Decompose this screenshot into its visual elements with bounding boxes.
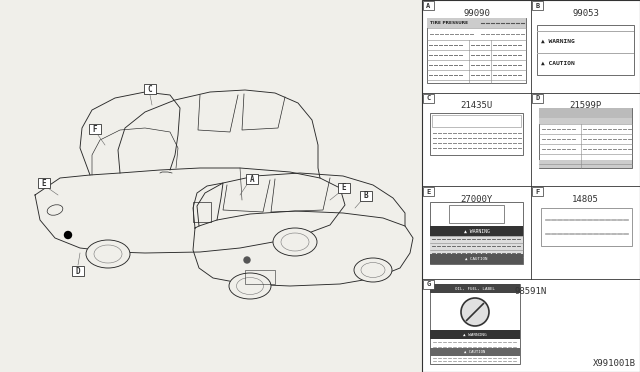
Ellipse shape xyxy=(273,228,317,256)
Text: E: E xyxy=(426,189,431,195)
Bar xyxy=(72,266,84,276)
Bar xyxy=(423,1,434,10)
Bar xyxy=(539,108,632,118)
Text: C: C xyxy=(426,96,431,102)
Text: ▲ WARNING: ▲ WARNING xyxy=(541,38,575,44)
Circle shape xyxy=(65,231,72,238)
Bar xyxy=(532,187,543,196)
Bar xyxy=(539,160,632,168)
Bar xyxy=(427,18,526,28)
Text: A: A xyxy=(426,3,431,9)
Bar xyxy=(539,108,632,168)
Bar xyxy=(423,187,434,196)
Text: ▲ CAUTION: ▲ CAUTION xyxy=(464,350,486,354)
Bar xyxy=(430,284,520,364)
Text: 99090: 99090 xyxy=(463,9,490,17)
Circle shape xyxy=(244,257,250,263)
Bar xyxy=(427,18,526,83)
Text: 27000Y: 27000Y xyxy=(460,195,493,203)
Text: F: F xyxy=(536,189,540,195)
Bar xyxy=(246,174,258,184)
Text: 98591N: 98591N xyxy=(515,288,547,296)
Text: 21599P: 21599P xyxy=(570,102,602,110)
Bar xyxy=(537,53,634,54)
Bar xyxy=(423,94,434,103)
Text: C: C xyxy=(148,84,152,93)
Text: ▲ CAUTION: ▲ CAUTION xyxy=(541,61,575,65)
Text: ▲ CAUTION: ▲ CAUTION xyxy=(465,257,488,261)
Text: 21435U: 21435U xyxy=(460,102,493,110)
Bar xyxy=(89,124,101,134)
Text: E: E xyxy=(42,179,46,187)
Bar xyxy=(423,280,434,289)
Bar xyxy=(430,236,523,264)
Text: G: G xyxy=(426,282,431,288)
Text: F: F xyxy=(93,125,97,134)
Bar xyxy=(537,25,634,75)
Bar xyxy=(338,183,350,193)
Bar xyxy=(430,202,523,264)
Bar xyxy=(430,330,520,339)
Text: E: E xyxy=(342,183,346,192)
Text: D: D xyxy=(76,266,80,276)
Text: ▲ WARNING: ▲ WARNING xyxy=(463,228,490,234)
Bar xyxy=(432,115,521,127)
Text: OIL, FUEL, LABEL: OIL, FUEL, LABEL xyxy=(455,286,495,291)
Circle shape xyxy=(461,298,489,326)
Bar xyxy=(449,205,504,223)
Bar xyxy=(532,1,543,10)
Text: 14805: 14805 xyxy=(572,195,599,203)
Bar xyxy=(539,118,632,124)
Bar xyxy=(430,348,520,356)
Text: 99053: 99053 xyxy=(572,9,599,17)
Ellipse shape xyxy=(86,240,130,268)
Bar xyxy=(430,226,523,236)
Text: B: B xyxy=(364,192,368,201)
Text: ▲ WARNING: ▲ WARNING xyxy=(463,333,487,337)
Ellipse shape xyxy=(354,258,392,282)
Bar xyxy=(422,0,640,372)
Bar xyxy=(0,0,422,372)
Bar xyxy=(532,94,543,103)
Bar xyxy=(38,178,50,188)
Bar xyxy=(360,191,372,201)
Text: TIRE PRESSURE: TIRE PRESSURE xyxy=(430,21,468,25)
Bar xyxy=(144,84,156,94)
Text: B: B xyxy=(536,3,540,9)
Bar xyxy=(430,254,523,264)
Ellipse shape xyxy=(229,273,271,299)
Text: A: A xyxy=(250,174,254,183)
Bar xyxy=(430,113,523,155)
Bar xyxy=(245,270,275,284)
Bar xyxy=(537,31,634,32)
Text: D: D xyxy=(536,96,540,102)
Bar xyxy=(430,284,520,293)
Bar xyxy=(541,208,632,246)
Text: X991001B: X991001B xyxy=(593,359,636,368)
Bar xyxy=(193,202,211,222)
